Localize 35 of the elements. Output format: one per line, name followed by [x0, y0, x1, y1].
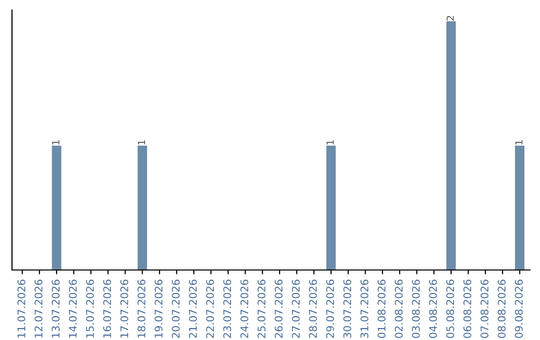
x-tick-label: 27.07.2026 [292, 280, 300, 338]
x-tick-label: 24.07.2026 [240, 280, 248, 338]
data-label: 1 [138, 140, 146, 145]
x-tick-label: 07.08.2026 [480, 280, 488, 338]
x-tick-label: 13.07.2026 [52, 280, 60, 338]
x-tick-label: 05.08.2026 [446, 280, 454, 338]
x-tick-label: 18.07.2026 [138, 280, 146, 338]
x-tick-label: 31.07.2026 [360, 280, 368, 338]
x-tick-label: 26.07.2026 [274, 280, 283, 338]
x-tick-label: 28.07.2026 [309, 280, 317, 338]
x-tick-label: 20.07.2026 [172, 280, 180, 338]
x-tick-label: 12.07.2026 [34, 280, 42, 338]
x-tick-label: 21.07.2026 [188, 280, 197, 338]
x-tick-label: 17.07.2026 [120, 280, 128, 338]
x-tick-label: 11.07.2026 [17, 280, 26, 338]
x-tick-label: 30.07.2026 [343, 280, 352, 338]
x-tick-label: 08.08.2026 [498, 280, 506, 338]
data-label: 1 [515, 140, 522, 145]
x-tick-label: 01.08.2026 [378, 280, 386, 338]
data-label: 1 [52, 140, 60, 145]
x-tick-label: 29.07.2026 [326, 280, 334, 338]
x-tick-label: 19.07.2026 [154, 280, 163, 338]
data-label: 2 [446, 16, 454, 20]
x-tick-label: 16.07.2026 [103, 280, 112, 338]
x-tick-label: 22.07.2026 [206, 280, 214, 338]
x-tick-label: 06.08.2026 [463, 280, 472, 338]
x-tick-label: 14.07.2026 [68, 280, 77, 338]
x-tick-label: 09.08.2026 [514, 280, 523, 338]
x-tick-label: 25.07.2026 [258, 280, 266, 338]
x-tick-label: 15.07.2026 [86, 280, 94, 338]
x-tick-label: 04.08.2026 [429, 280, 437, 338]
x-tick-label: 03.08.2026 [412, 280, 420, 338]
data-label: 1 [326, 140, 334, 145]
x-tick-label: 02.08.2026 [394, 280, 403, 338]
x-tick-label: 23.07.2026 [223, 280, 232, 338]
